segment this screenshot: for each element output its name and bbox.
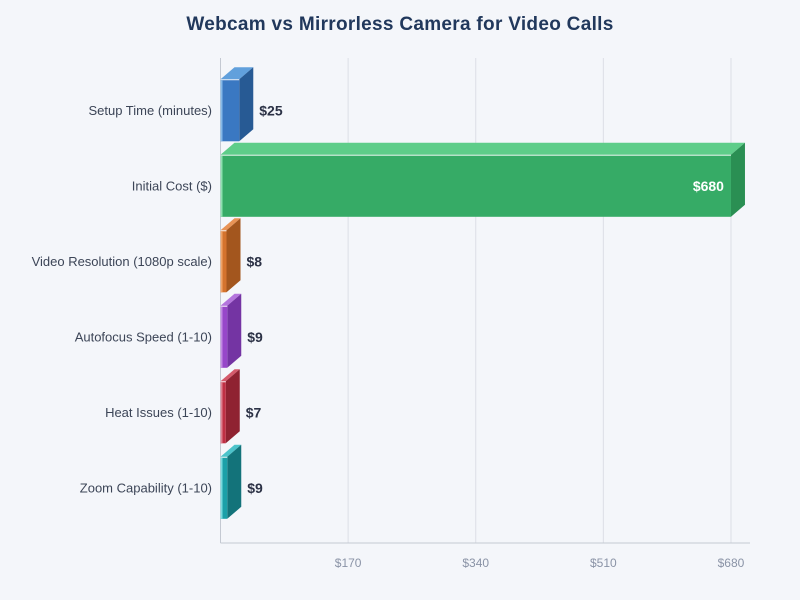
bar-side-face: [227, 444, 242, 519]
bar[interactable]: [220, 142, 745, 217]
value-label: $7: [246, 404, 262, 420]
value-label: $9: [247, 480, 263, 496]
bar-top-face: [220, 293, 242, 306]
bar-top-face: [220, 218, 241, 231]
category-label: Heat Issues (1-10): [105, 405, 212, 420]
bar-front-face: [220, 305, 228, 368]
bar-front-face: [220, 230, 227, 293]
category-label: Initial Cost ($): [132, 178, 212, 193]
x-tick-label: $340: [462, 556, 489, 570]
x-tick-label: $170: [335, 556, 362, 570]
bar-top-face: [220, 142, 745, 155]
x-tick-label: $680: [718, 556, 745, 570]
bar-front-face: [220, 381, 226, 444]
bar[interactable]: [220, 218, 241, 293]
bar[interactable]: [220, 293, 242, 368]
chart-title: Webcam vs Mirrorless Camera for Video Ca…: [186, 14, 614, 35]
bar-front-face: [220, 154, 731, 217]
bar-front-face: [220, 79, 240, 142]
bar[interactable]: [220, 444, 242, 519]
bar-top-face: [220, 444, 242, 457]
category-label: Video Resolution (1080p scale): [32, 254, 212, 269]
bar-front-face: [220, 456, 228, 519]
bar-side-face: [730, 142, 745, 217]
bar-side-face: [225, 369, 240, 444]
category-label: Autofocus Speed (1-10): [75, 329, 212, 344]
bar-side-face: [227, 293, 242, 368]
category-label: Setup Time (minutes): [88, 103, 212, 118]
category-label: Zoom Capability (1-10): [80, 480, 212, 495]
bar[interactable]: [220, 67, 254, 142]
bar-top-face: [220, 369, 240, 382]
bar-top-face: [220, 67, 254, 80]
value-label: $8: [247, 253, 263, 269]
bar[interactable]: [220, 369, 240, 444]
value-label: $25: [259, 102, 283, 118]
x-tick-label: $510: [590, 556, 617, 570]
value-label: $680: [693, 178, 724, 194]
bar-side-face: [226, 218, 241, 293]
value-label: $9: [247, 329, 263, 345]
bar-side-face: [239, 67, 254, 142]
